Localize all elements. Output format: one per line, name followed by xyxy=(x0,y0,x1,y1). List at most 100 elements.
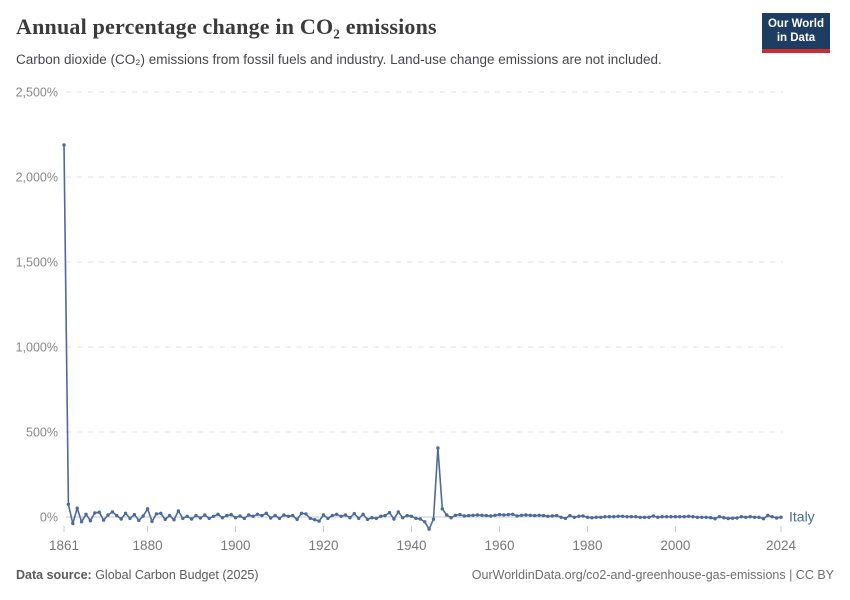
x-axis-tick-label: 1980 xyxy=(572,538,602,553)
data-point-marker xyxy=(436,446,440,450)
data-point-marker xyxy=(616,514,620,518)
y-axis-tick-label: 500% xyxy=(26,426,58,440)
data-point-marker xyxy=(260,513,264,518)
data-point-marker xyxy=(251,514,255,518)
data-point-marker xyxy=(541,513,546,518)
data-point-marker xyxy=(220,516,225,520)
data-point-marker xyxy=(304,512,308,516)
x-axis-tick-label: 1900 xyxy=(221,538,251,553)
data-point-marker xyxy=(370,516,374,520)
data-point-marker xyxy=(335,512,339,516)
x-axis-tick-label: 2024 xyxy=(766,538,797,553)
data-point-marker xyxy=(299,511,304,515)
data-source-label: Data source: xyxy=(16,568,92,582)
data-point-marker xyxy=(625,515,629,519)
data-point-marker xyxy=(264,511,268,515)
data-point-marker xyxy=(233,516,238,520)
data-point-marker xyxy=(638,515,642,519)
data-point-marker xyxy=(361,512,365,516)
data-point-marker xyxy=(123,511,128,515)
entity-label[interactable]: Italy xyxy=(789,509,815,525)
data-point-marker xyxy=(277,516,282,521)
data-point-marker xyxy=(774,516,779,520)
data-point-marker xyxy=(431,517,436,521)
data-point-marker xyxy=(352,511,356,516)
data-point-marker xyxy=(603,515,607,519)
data-point-marker xyxy=(744,515,748,519)
data-point-marker xyxy=(247,513,251,517)
chart-subtitle: Carbon dioxide (CO₂) emissions from foss… xyxy=(16,52,662,67)
page-title: Annual percentage change in CO₂ emission… xyxy=(16,14,437,39)
data-point-marker xyxy=(766,513,770,518)
owid-url-link[interactable]: OurWorldinData.org/co2-and-greenhouse-ga… xyxy=(471,568,834,582)
data-point-marker xyxy=(229,512,233,517)
data-point-marker xyxy=(387,510,392,515)
data-point-marker xyxy=(423,520,427,524)
data-point-marker xyxy=(62,143,66,147)
data-point-marker xyxy=(286,514,290,518)
data-point-marker xyxy=(145,507,150,511)
data-point-marker xyxy=(110,510,115,514)
data-point-marker xyxy=(383,513,387,518)
data-point-marker xyxy=(93,511,97,515)
data-point-marker xyxy=(515,514,519,518)
data-point-marker xyxy=(343,513,348,517)
data-point-marker xyxy=(167,513,172,518)
data-point-marker xyxy=(577,514,581,518)
data-point-marker xyxy=(673,515,678,519)
data-point-marker xyxy=(291,513,295,518)
data-point-marker xyxy=(678,515,682,519)
data-point-marker xyxy=(225,513,229,518)
data-point-marker xyxy=(480,513,484,517)
data-source-note: Data source: Global Carbon Budget (2025) xyxy=(16,568,259,582)
data-point-marker xyxy=(568,513,572,518)
data-point-marker xyxy=(502,513,506,517)
data-point-marker xyxy=(440,507,444,511)
data-point-marker xyxy=(207,516,211,521)
data-point-marker xyxy=(695,515,700,519)
data-point-marker xyxy=(172,518,176,522)
data-point-marker xyxy=(418,517,422,521)
data-point-marker xyxy=(537,513,541,517)
data-point-marker xyxy=(555,513,559,518)
data-point-marker xyxy=(321,513,326,517)
data-point-marker xyxy=(612,515,616,519)
data-point-marker xyxy=(313,518,317,522)
data-point-marker xyxy=(392,517,396,521)
data-point-marker xyxy=(79,520,84,524)
data-point-marker xyxy=(669,515,673,519)
data-point-marker xyxy=(730,516,735,520)
x-axis-tick-label: 1920 xyxy=(309,538,339,553)
data-point-marker xyxy=(101,518,106,522)
data-point-marker xyxy=(533,513,537,518)
data-point-marker xyxy=(132,512,137,517)
data-point-marker xyxy=(211,514,216,518)
data-point-marker xyxy=(365,517,370,522)
data-point-marker xyxy=(629,515,634,519)
data-point-marker xyxy=(445,513,449,517)
data-point-marker xyxy=(642,515,647,519)
data-point-marker xyxy=(528,513,532,517)
data-point-marker xyxy=(269,516,273,520)
data-point-marker xyxy=(409,514,414,518)
x-axis-tick-label: 1940 xyxy=(396,538,426,553)
x-axis-tick-label: 1960 xyxy=(484,538,514,553)
data-point-marker xyxy=(379,514,383,518)
data-point-marker xyxy=(550,514,554,518)
data-point-marker xyxy=(581,514,585,518)
data-point-marker xyxy=(194,513,198,518)
data-point-marker xyxy=(704,515,708,519)
data-point-marker xyxy=(717,515,722,519)
data-point-marker xyxy=(682,515,686,519)
data-point-marker xyxy=(242,516,246,521)
data-point-marker xyxy=(458,512,462,517)
data-point-marker xyxy=(686,514,691,518)
owid-logo-line2: in Data xyxy=(776,32,816,44)
data-point-marker xyxy=(405,513,409,518)
owid-logo[interactable]: Our World in Data xyxy=(762,13,830,53)
data-point-marker xyxy=(585,515,590,519)
data-point-marker xyxy=(471,513,475,517)
data-point-marker xyxy=(559,515,563,519)
data-point-marker xyxy=(374,516,378,521)
chart-footer: Data source: Global Carbon Budget (2025)… xyxy=(16,568,834,582)
